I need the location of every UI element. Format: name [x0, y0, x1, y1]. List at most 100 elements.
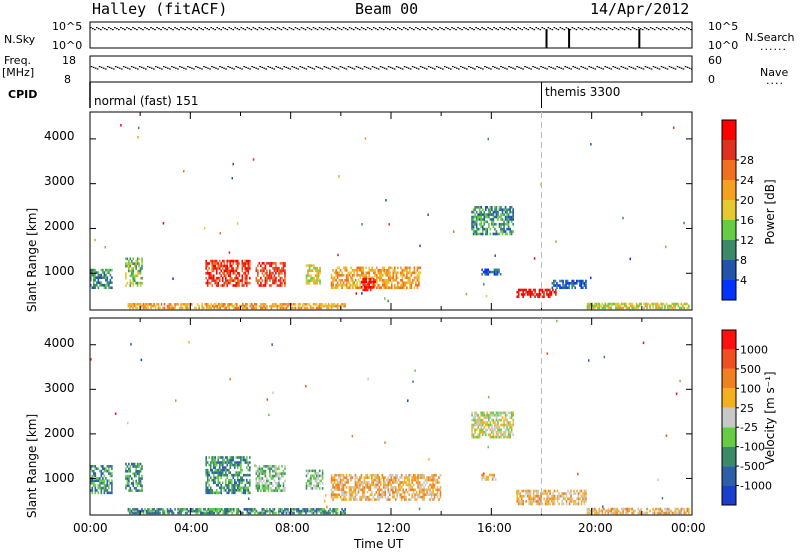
- power-cell: [686, 302, 689, 306]
- velocity-cell: [478, 418, 481, 422]
- velocity-cell: [317, 482, 320, 485]
- freq-point: [626, 68, 629, 70]
- power-cell: [559, 279, 561, 283]
- velocity-cell: [218, 456, 221, 459]
- power-cell: [135, 259, 137, 263]
- power-cell: [241, 259, 244, 263]
- velocity-colorbar-ticklabel: 500: [740, 363, 761, 376]
- velocity-cell: [471, 430, 473, 434]
- velocity-cell: [399, 486, 402, 489]
- velocity-cell: [132, 479, 135, 483]
- power-cell: [486, 232, 489, 236]
- velocity-cell: [432, 478, 434, 482]
- power-cell: [243, 262, 245, 265]
- velocity-cell: [219, 509, 222, 513]
- velocity-cell: [394, 498, 397, 501]
- power-cell: [617, 304, 620, 308]
- power-cell: [281, 276, 283, 280]
- velocity-cell: [604, 509, 607, 513]
- velocity-colorbar-segment: [722, 349, 736, 369]
- velocity-cell: [244, 489, 247, 492]
- velocity-cell: [232, 458, 235, 462]
- velocity-cell: [396, 488, 399, 492]
- power-cell: [316, 274, 318, 278]
- power-cell: [481, 218, 484, 221]
- velocity-cell: [205, 486, 207, 490]
- power-cell: [646, 306, 648, 310]
- freq-point: [337, 68, 340, 70]
- velocity-cell: [383, 483, 385, 487]
- velocity-cell: [215, 483, 218, 487]
- freq-point: [189, 66, 191, 68]
- power-cell: [310, 264, 312, 267]
- freq-point: [558, 66, 560, 68]
- velocity-cell: [345, 490, 348, 494]
- velocity-cell: [598, 511, 601, 515]
- velocity-cell: [282, 509, 285, 513]
- power-cell: [275, 266, 277, 270]
- nsky-point: [559, 27, 562, 29]
- velocity-cell: [390, 476, 393, 479]
- power-cell: [501, 208, 504, 212]
- power-cell: [471, 210, 473, 214]
- velocity-cell: [477, 418, 479, 422]
- power-cell: [653, 302, 656, 306]
- velocity-cell: [216, 511, 219, 515]
- velocity-cell: [270, 474, 273, 478]
- power-cell: [609, 302, 611, 306]
- velocity-cell: [111, 491, 113, 495]
- velocity-cell: [339, 488, 342, 492]
- velocity-cell: [126, 470, 129, 473]
- nsky-point: [146, 28, 148, 30]
- power-cell: [332, 269, 334, 272]
- power-cell: [111, 268, 113, 272]
- power-cell: [677, 304, 680, 308]
- power-cell: [246, 303, 249, 306]
- power-cell: [109, 268, 112, 272]
- nsearch-tick-bottom: 10^0: [708, 39, 739, 52]
- velocity-cell: [348, 495, 351, 499]
- velocity-noise-cell: [351, 434, 354, 438]
- velocity-cell: [223, 489, 226, 492]
- power-cell: [357, 286, 360, 290]
- velocity-cell: [357, 486, 360, 489]
- nsky-point: [226, 29, 229, 31]
- nsky-point: [659, 29, 662, 31]
- velocity-cell: [332, 508, 334, 511]
- velocity-cell: [393, 490, 396, 494]
- power-cell: [326, 304, 328, 308]
- freq-point: [357, 66, 360, 68]
- power-cell: [492, 220, 495, 224]
- velocity-cell: [257, 469, 259, 473]
- power-cell: [480, 225, 483, 229]
- velocity-noise-cell: [254, 464, 256, 467]
- velocity-cell: [212, 478, 215, 482]
- power-cell: [336, 306, 339, 310]
- power-cell: [650, 302, 653, 306]
- velocity-cell: [588, 509, 590, 513]
- velocity-cell: [217, 456, 220, 459]
- velocity-cell: [233, 461, 236, 464]
- velocity-cell: [221, 468, 224, 472]
- velocity-cell: [128, 482, 130, 485]
- power-cell: [128, 264, 130, 268]
- power-cell: [494, 215, 496, 219]
- velocity-cell: [475, 428, 478, 432]
- power-cell: [217, 306, 220, 310]
- velocity-cell: [365, 481, 367, 484]
- freq-point: [311, 67, 314, 69]
- freq-point: [686, 66, 689, 68]
- nsky-point: [320, 28, 323, 30]
- velocity-cell: [279, 489, 282, 492]
- velocity-cell: [247, 473, 250, 477]
- power-cell: [257, 269, 259, 273]
- freq-point: [187, 66, 189, 68]
- velocity-cell: [269, 474, 271, 478]
- power-cell: [232, 262, 235, 265]
- power-cell: [260, 303, 262, 306]
- velocity-cell: [241, 486, 244, 490]
- velocity-cell: [235, 463, 238, 467]
- velocity-cell: [238, 483, 241, 487]
- velocity-cell: [480, 426, 483, 429]
- power-cell: [215, 271, 218, 275]
